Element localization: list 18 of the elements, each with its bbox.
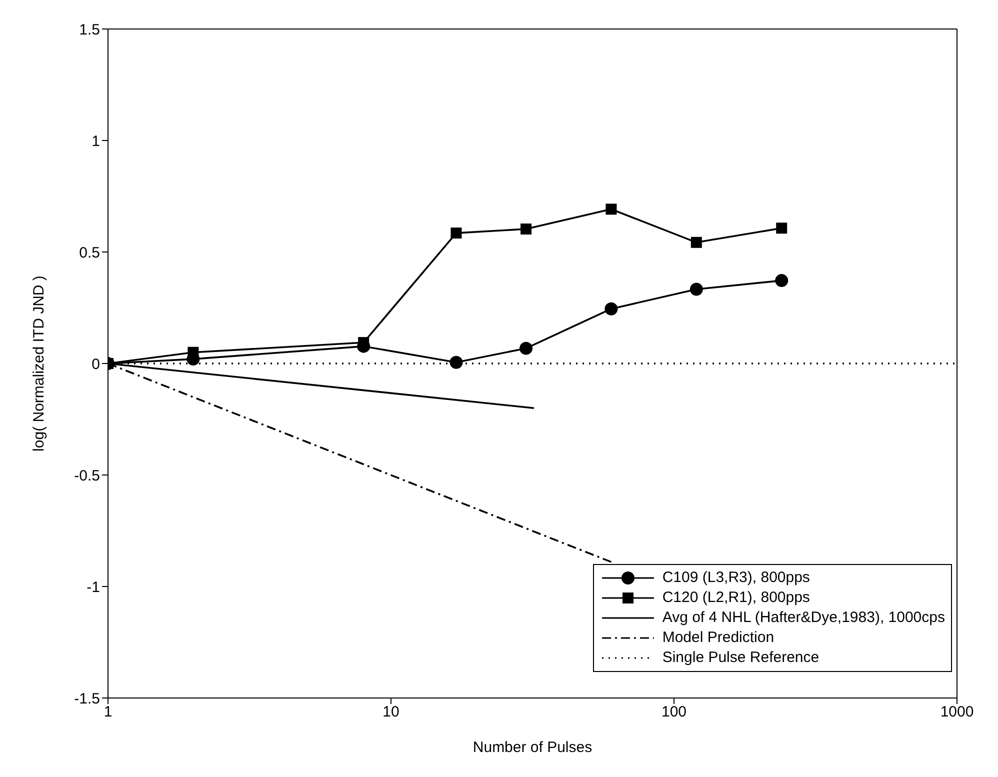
x-tick-label: 1000 [940, 704, 974, 721]
x-tick-label: 1 [104, 704, 112, 721]
legend-label: C120 (L2,R1), 800pps [662, 588, 810, 608]
x-tick-label: 100 [661, 704, 687, 721]
legend-label: Avg of 4 NHL (Hafter&Dye,1983), 1000cps [662, 608, 945, 628]
x-tick-label: 10 [382, 704, 400, 721]
y-tick-label: 1 [92, 132, 100, 150]
legend-label: C109 (L3,R3), 800pps [662, 568, 810, 588]
legend-label: Model Prediction [662, 628, 774, 648]
y-axis-title: log( Normalized ITD JND ) [30, 276, 48, 452]
y-tick-label: 1.5 [79, 21, 100, 38]
y-tick-label: 0.5 [79, 244, 100, 262]
y-tick-label: -1 [86, 578, 100, 596]
legend-label: Single Pulse Reference [662, 648, 820, 668]
x-axis-title: Number of Pulses [472, 739, 592, 756]
y-tick-label: 0 [92, 356, 100, 373]
y-tick-label: -1.5 [74, 690, 100, 708]
y-tick-label: -0.5 [74, 467, 100, 484]
